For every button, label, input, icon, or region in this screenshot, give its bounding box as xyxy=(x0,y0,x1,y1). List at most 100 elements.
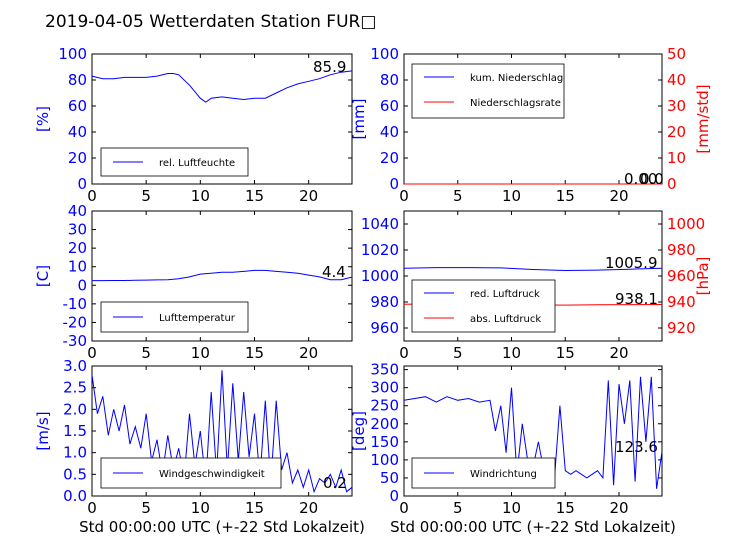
y-tick-label: 980 xyxy=(370,293,399,311)
x-tick-label: 15 xyxy=(245,187,264,205)
y-tick-label: 1040 xyxy=(361,215,399,233)
legend-label: Windrichtung xyxy=(470,469,537,480)
y-tick-label: 1000 xyxy=(361,267,399,285)
x-tick-label: 20 xyxy=(299,344,318,362)
x-tick-label: 5 xyxy=(141,344,151,362)
y-right-tick-label: 20 xyxy=(667,123,686,141)
y-right-tick-label: 40 xyxy=(667,71,686,89)
legend: Windrichtung xyxy=(411,457,556,489)
y-tick-label: 80 xyxy=(68,71,87,89)
y-tick-label: 2.0 xyxy=(63,400,87,418)
panel-humidity: 0 5 10 15 20 0 20 40 60 80 100 [%] rel. Luftfeuchte 8… xyxy=(34,45,353,205)
x-tick-label: 5 xyxy=(453,344,463,362)
y-right-tick-label: 10 xyxy=(667,149,686,167)
value-annotation: 123.6 xyxy=(615,438,658,456)
x-tick-label: 20 xyxy=(609,344,628,362)
panel-wind_speed: 0 5 10 15 20 0.0 0.5 1.0 1.5 2.0 2.5 3.0 [m/s] Std 00… xyxy=(34,357,365,536)
x-tick-label: 5 xyxy=(141,187,151,205)
y-tick-label: 0 xyxy=(389,175,399,193)
y-tick-label: -10 xyxy=(63,295,88,313)
legend-label: kum. Niederschlag xyxy=(470,73,563,84)
x-tick-label: 10 xyxy=(502,187,521,205)
value-annotation: 938.1 xyxy=(615,290,658,308)
y-right-tick-label: 940 xyxy=(667,293,696,311)
legend-label: red. Luftdruck xyxy=(470,289,540,300)
value-annotation: 0.0 xyxy=(640,170,664,188)
y-right-tick-label: 0 xyxy=(667,175,677,193)
legend: Lufttemperatur xyxy=(100,301,249,333)
series-line-1 xyxy=(91,70,353,103)
x-tick-label: 0 xyxy=(399,499,409,517)
y-tick-label: 960 xyxy=(370,319,399,337)
x-tick-label: 20 xyxy=(609,187,628,205)
legend: kum. Niederschlag Niederschlagsrate xyxy=(411,63,565,119)
series-line-1 xyxy=(91,370,353,494)
legend: Windgeschwindigkeit xyxy=(100,457,282,489)
x-axis-label: Std 00:00:00 UTC (+-22 Std Lokalzeit) xyxy=(390,518,676,536)
y-axis-label: [C] xyxy=(34,265,52,287)
x-tick-label: 5 xyxy=(141,499,151,517)
x-tick-label: 0 xyxy=(87,499,97,517)
y-tick-label: 80 xyxy=(380,71,399,89)
x-tick-label: 15 xyxy=(245,499,264,517)
y-tick-label: 0 xyxy=(389,487,399,505)
y-tick-label: 1.0 xyxy=(63,444,87,462)
x-tick-label: 15 xyxy=(245,344,264,362)
x-tick-label: 5 xyxy=(453,187,463,205)
y-axis-label: [%] xyxy=(34,106,52,132)
x-tick-label: 0 xyxy=(87,187,97,205)
legend-box xyxy=(100,147,249,177)
x-tick-label: 0 xyxy=(399,187,409,205)
y-tick-label: 10 xyxy=(68,258,87,276)
legend-label: abs. Luftdruck xyxy=(470,314,541,325)
x-tick-label: 0 xyxy=(87,344,97,362)
y-right-tick-label: 50 xyxy=(667,45,686,63)
y-right-tick-label: 30 xyxy=(667,97,686,115)
y-tick-label: 20 xyxy=(68,149,87,167)
x-tick-label: 15 xyxy=(556,499,575,517)
value-annotation: 0.00 xyxy=(624,170,657,188)
series-line-1 xyxy=(92,269,353,282)
x-tick-label: 5 xyxy=(453,499,463,517)
x-tick-label: 15 xyxy=(556,344,575,362)
y-tick-label: -20 xyxy=(63,313,88,331)
y-tick-label: 30 xyxy=(68,221,87,239)
legend: rel. Luftfeuchte xyxy=(100,147,249,177)
legend-label: Niederschlagsrate xyxy=(470,98,561,109)
y-tick-label: 1020 xyxy=(361,241,399,259)
figure-title: 2019-04-05 Wetterdaten Station FUR□ xyxy=(45,12,376,32)
value-annotation: 0.2 xyxy=(323,474,347,492)
value-annotation: 85.9 xyxy=(313,58,346,76)
x-tick-label: 20 xyxy=(609,499,628,517)
x-tick-label: 0 xyxy=(399,344,409,362)
legend-label: rel. Luftfeuchte xyxy=(159,158,235,169)
panel-pressure: 0 5 10 15 20 960 980 1000 1020 1040 920 940 960 980 10… xyxy=(361,210,712,362)
series-line-1 xyxy=(403,267,663,272)
y-axis-label: [mm] xyxy=(350,99,368,140)
y-tick-label: 3.0 xyxy=(63,357,87,375)
y-tick-label: 60 xyxy=(380,97,399,115)
legend-label: Windgeschwindigkeit xyxy=(159,469,265,480)
panel-precipitation: 0 5 10 15 20 0 20 40 60 80 100 0 10 20 30 40 50 [mm] [mm/s… xyxy=(350,45,712,205)
x-tick-label: 20 xyxy=(299,499,318,517)
x-tick-label: 10 xyxy=(191,187,210,205)
y-tick-label: 40 xyxy=(380,123,399,141)
y-tick-label: 20 xyxy=(68,239,87,257)
y-tick-label: 250 xyxy=(370,397,399,415)
y-tick-label: 60 xyxy=(68,97,87,115)
y-tick-label: 0.0 xyxy=(63,487,87,505)
y-tick-label: 40 xyxy=(68,123,87,141)
y-right-tick-label: 960 xyxy=(667,267,696,285)
y-right-axis-label: [mm/std] xyxy=(694,84,712,153)
legend: red. Luftdruck abs. Luftdruck xyxy=(411,279,556,333)
x-tick-label: 20 xyxy=(299,187,318,205)
x-tick-label: 15 xyxy=(556,187,575,205)
value-annotation: 1005.9 xyxy=(605,254,658,272)
y-tick-label: 20 xyxy=(380,149,399,167)
x-tick-label: 10 xyxy=(191,344,210,362)
y-tick-label: 150 xyxy=(370,433,399,451)
y-tick-label: 200 xyxy=(370,415,399,433)
y-tick-label: 1.5 xyxy=(63,422,87,440)
legend-box xyxy=(411,279,556,333)
